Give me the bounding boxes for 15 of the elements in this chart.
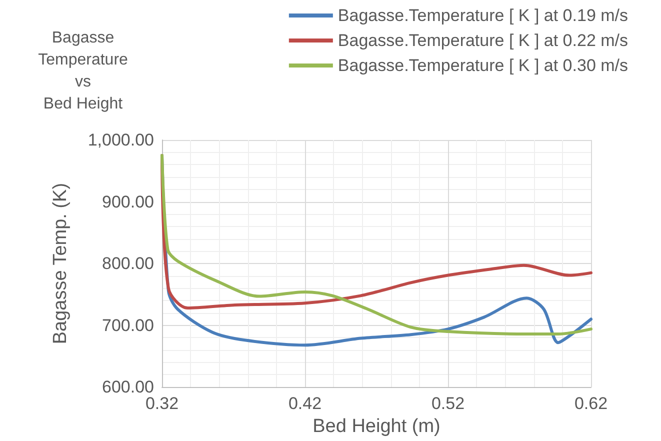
- x-tick-label: 0.42: [288, 394, 322, 414]
- x-tick-label: 0.52: [431, 394, 465, 414]
- x-tick-label: 0.32: [145, 394, 179, 414]
- y-axis-title: Bagasse Temp. (K): [50, 182, 71, 344]
- y-tick-label: 800.00: [102, 254, 154, 274]
- y-tick-label: 1,000.00: [88, 130, 154, 150]
- y-tick-label: 900.00: [102, 192, 154, 212]
- x-tick-label: 0.62: [574, 394, 608, 414]
- y-tick-label: 600.00: [102, 378, 154, 397]
- legend-label: Bagasse.Temperature [ K ] at 0.22 m/s: [338, 31, 628, 50]
- x-axis-title: Bed Height (m): [312, 416, 440, 437]
- chart-title: Bagasse Temperature vs Bed Height: [38, 30, 128, 112]
- y-tick-label: 700.00: [102, 316, 154, 335]
- legend-label: Bagasse.Temperature [ K ] at 0.30 m/s: [338, 56, 628, 75]
- legend-label: Bagasse.Temperature [ K ] at 0.19 m/s: [338, 6, 628, 25]
